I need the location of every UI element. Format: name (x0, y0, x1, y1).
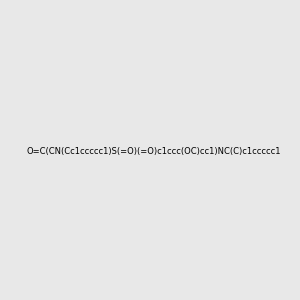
Text: O=C(CN(Cc1ccccc1)S(=O)(=O)c1ccc(OC)cc1)NC(C)c1ccccc1: O=C(CN(Cc1ccccc1)S(=O)(=O)c1ccc(OC)cc1)N… (26, 147, 281, 156)
